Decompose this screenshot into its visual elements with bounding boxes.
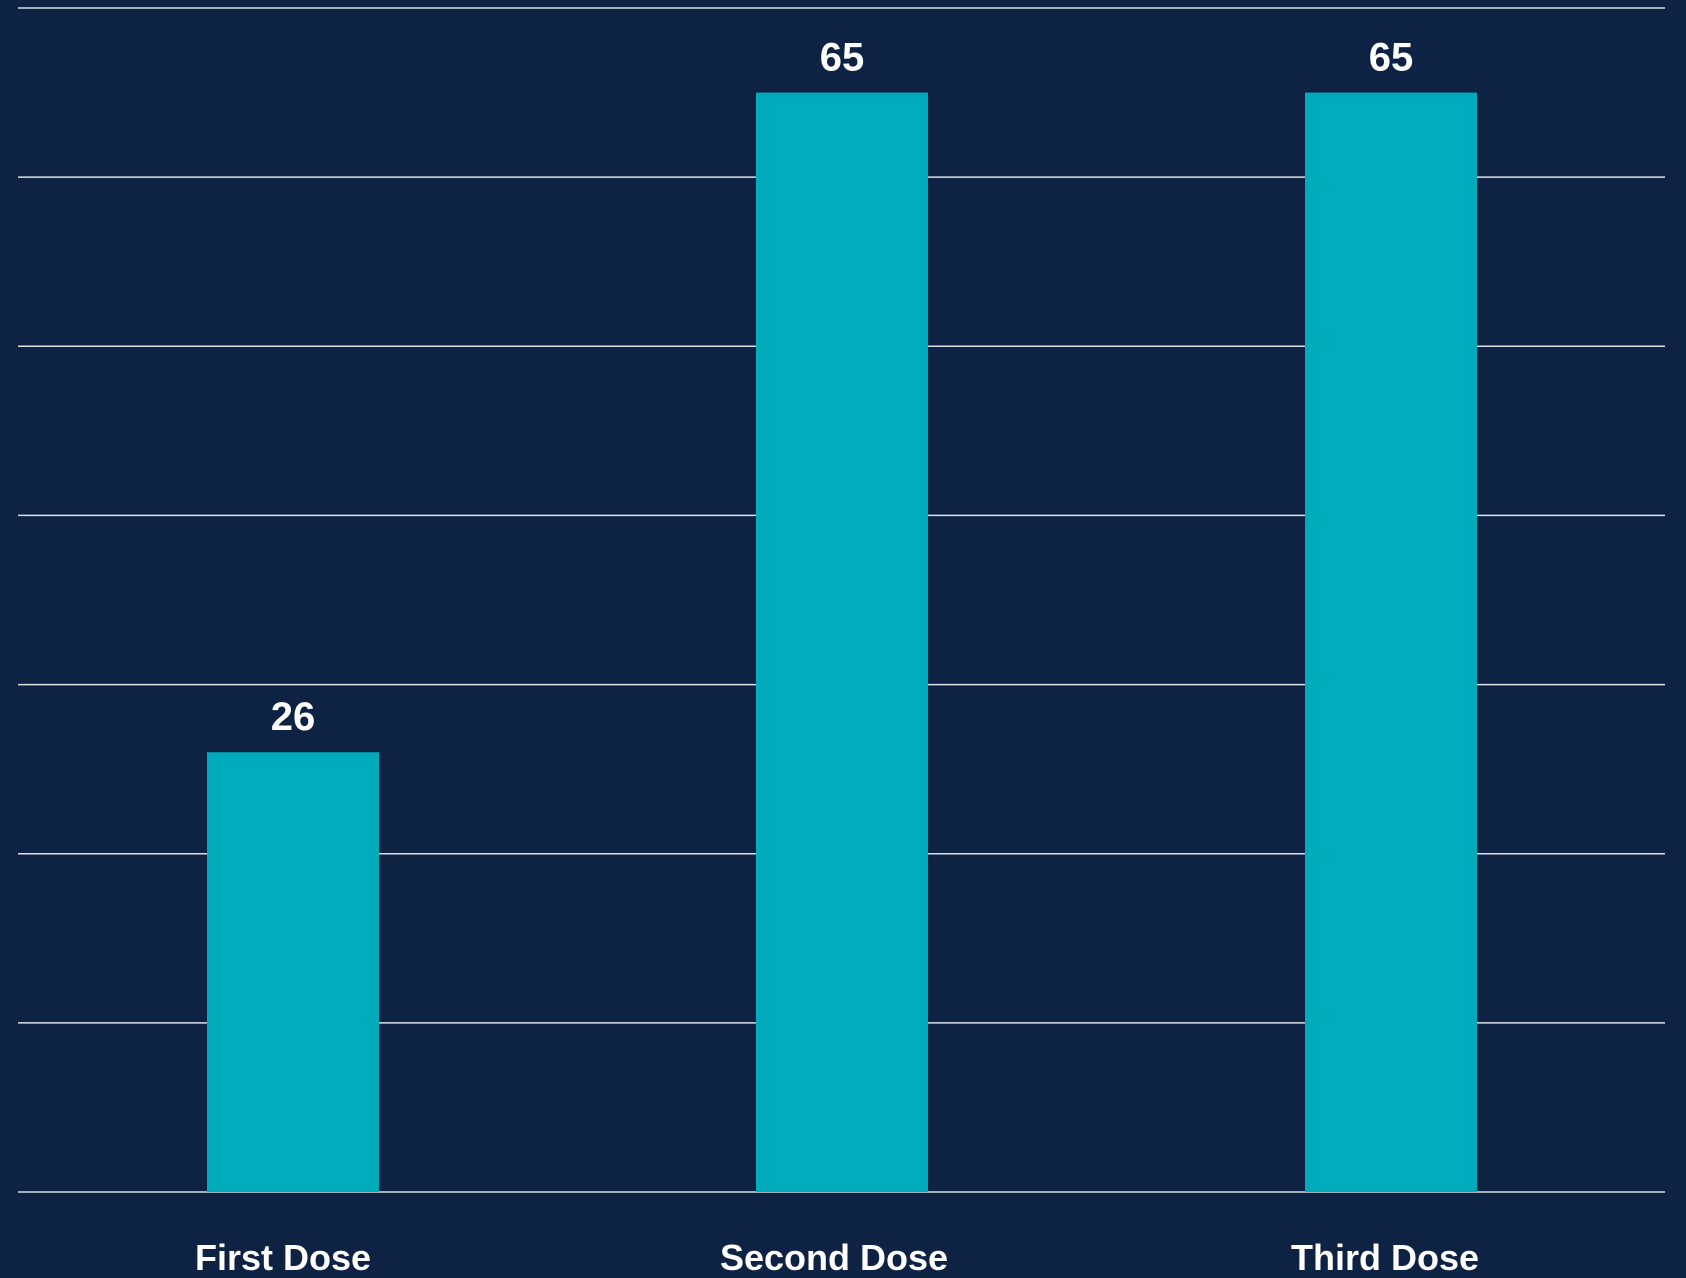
data-label: 65 <box>1369 36 1414 80</box>
bar <box>1305 92 1477 1193</box>
category-labels: First Dose Second Dose Third Dose <box>195 1237 1479 1278</box>
category-label: First Dose <box>195 1237 371 1278</box>
bar <box>207 752 379 1192</box>
data-label: 26 <box>271 695 316 739</box>
data-label: 65 <box>820 36 865 80</box>
bars <box>207 92 1477 1193</box>
data-labels: 26 65 65 <box>271 36 1414 740</box>
bar <box>756 92 928 1193</box>
category-label: Third Dose <box>1291 1237 1479 1278</box>
category-label: Second Dose <box>720 1237 948 1278</box>
